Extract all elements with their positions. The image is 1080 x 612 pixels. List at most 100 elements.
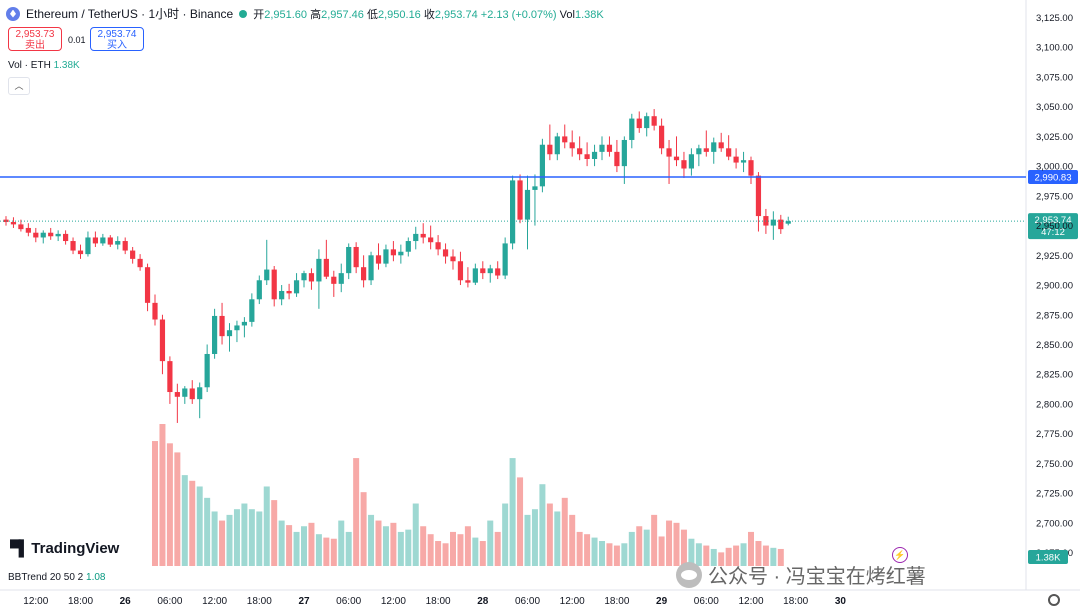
candle [137,254,143,271]
volume-bar [695,543,702,566]
volume-bar [748,531,754,566]
volume-bar [703,545,710,566]
candle [174,383,180,423]
candle-body [547,144,553,155]
candle [539,138,545,193]
candle-body [532,186,538,190]
y-tick-label: 2,925.00 [1036,251,1073,262]
sell-button[interactable]: 2,953.73 卖出 [8,27,62,51]
candle [703,130,709,157]
volume-bar [539,484,546,566]
market-open-dot-icon [239,9,248,18]
volume-bar [651,514,658,566]
x-tick-label: 29 [656,596,668,607]
candle-body [629,118,635,140]
x-tick-label: 28 [477,596,489,607]
x-tick-label: 18:00 [426,596,451,607]
gear-icon[interactable] [1048,594,1060,606]
x-tick-label: 12:00 [560,596,585,607]
horizontal-line-label: 2,990.83 [1035,173,1072,184]
x-tick-label: 12:00 [202,596,227,607]
candle [510,175,516,250]
volume-bar [740,543,747,566]
candle [226,323,233,352]
candle-body [740,160,747,163]
candle-body [636,118,642,129]
candle-body [212,315,218,354]
volume-bar [256,511,263,566]
candle [55,230,61,242]
candle-body [249,299,255,322]
volume-bar [196,486,203,566]
volume-bar [204,497,211,566]
volume-bar [733,545,740,566]
x-tick-label: 18:00 [783,596,808,607]
candle [651,109,657,131]
flash-icon[interactable]: ⚡ [892,547,908,563]
volume-bar [450,531,456,566]
candle [249,293,255,327]
y-tick-label: 3,000.00 [1036,162,1073,173]
candle-body [651,116,657,126]
volume-bar [666,520,673,566]
candle [435,235,441,256]
candle [331,270,337,297]
candle [271,266,277,307]
last-price-tag [1028,213,1078,240]
volume-bar [658,536,665,566]
candle-body [346,246,352,274]
candle-body [77,250,84,255]
candle [144,263,151,312]
candle-body [606,144,613,152]
candle-body [398,251,404,256]
candle [48,227,54,240]
candle-body [524,189,531,220]
candle-body [331,276,337,284]
candle-body [510,180,516,244]
x-tick-label: 06:00 [336,596,361,607]
volume-bar [427,534,434,566]
candle [159,314,166,375]
volume-bar [397,531,404,566]
x-tick-label: 26 [120,596,132,607]
candle-body [383,249,389,264]
candle-body [241,321,247,326]
y-tick-label: 2,725.00 [1036,489,1073,500]
volume-bar [546,503,553,566]
buy-button[interactable]: 2,953.74 买入 [90,27,144,51]
candle [189,380,195,404]
x-tick-label: 18:00 [247,596,272,607]
candle [107,235,113,247]
candle [85,231,91,257]
candle-body [457,261,464,281]
volume-bar [464,526,471,566]
candle-body [659,125,665,149]
candle [428,225,434,250]
volume-bar [554,511,561,566]
collapse-legend-button[interactable]: ︿ [8,77,30,95]
tradingview-logo[interactable]: ▀▌ TradingView [10,540,120,557]
volume-bar [517,477,524,566]
candle [442,243,449,264]
candle [532,174,538,226]
candle-body [755,175,762,217]
volume-bar [688,538,695,566]
candle [644,112,650,137]
candle-body [480,268,486,274]
candle [256,275,262,305]
candle-body [107,237,113,245]
candle [495,261,501,280]
candle [286,283,292,300]
candle-body [442,249,449,257]
symbol-title[interactable]: Ethereum / TetherUS · 1小时 · Binance [26,7,234,21]
volume-bar [181,475,188,566]
candle [308,268,315,290]
volume-bar [472,537,479,566]
candle [70,237,76,255]
volume-bar [420,526,427,566]
candle [361,255,367,288]
candle-body [264,269,270,281]
candle [740,151,747,173]
candle [152,294,158,326]
